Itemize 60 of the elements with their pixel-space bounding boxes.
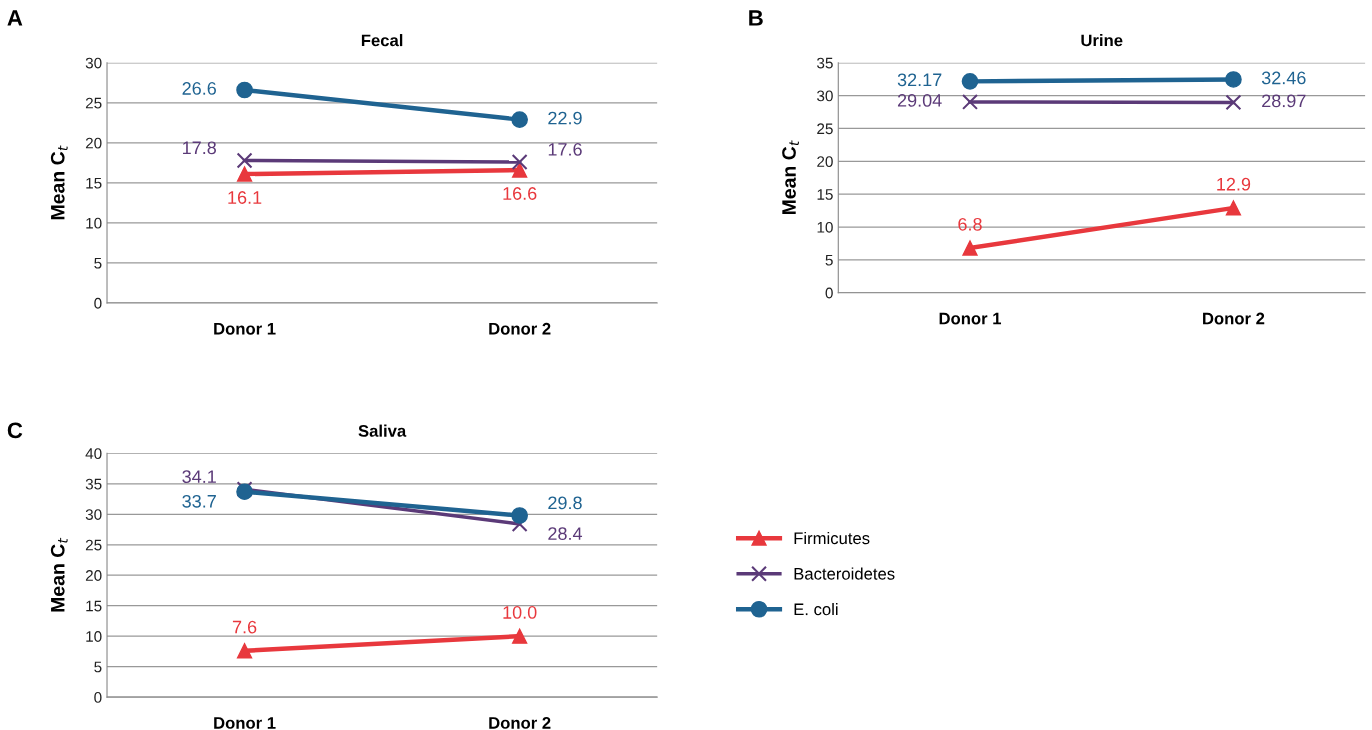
y-axis-title: Mean C$_{t}$ <box>782 140 799 215</box>
y-tick-label: 5 <box>94 661 102 673</box>
x-tick-label: Donor 1 <box>214 323 276 335</box>
data-label: 26.6 <box>182 82 216 95</box>
y-tick-label: 15 <box>86 600 102 612</box>
y-tick-label: 25 <box>85 539 102 551</box>
y-tick-label: 35 <box>817 57 833 69</box>
data-label: 32.46 <box>1261 71 1306 85</box>
data-label: 34.1 <box>182 470 216 484</box>
legend-label: Bacteroidetes <box>794 567 895 580</box>
y-tick-label: 5 <box>825 254 833 266</box>
chart-title: Fecal <box>361 34 403 47</box>
y-tick-label: 20 <box>85 137 102 149</box>
text: B <box>749 10 763 26</box>
y-tick-label: 10 <box>817 221 833 233</box>
y-tick-label: 30 <box>85 57 102 69</box>
text: A <box>7 10 23 26</box>
data-label: 16.6 <box>503 187 537 200</box>
y-tick-label: 40 <box>85 448 102 460</box>
data-label: 22.9 <box>548 111 582 125</box>
y-axis-title: Mean C$_{t}$ <box>50 537 68 612</box>
y-tick-label: 30 <box>817 90 833 102</box>
y-tick-label: 25 <box>817 123 833 135</box>
x-tick-label: Donor 1 <box>214 717 276 729</box>
data-label: 28.4 <box>548 527 583 540</box>
x-tick-label: Donor 1 <box>939 312 1002 325</box>
chart-title: Saliva <box>358 424 407 437</box>
text: C <box>7 422 23 439</box>
y-tick-label: 0 <box>94 692 102 703</box>
y-tick-label: 0 <box>94 297 102 309</box>
data-label: 16.1 <box>228 191 262 204</box>
y-tick-label: 10 <box>86 217 102 229</box>
legend-label: E. coli <box>794 603 838 616</box>
data-label: 17.6 <box>548 143 582 156</box>
y-tick-label: 30 <box>85 509 102 520</box>
y-tick-label: 0 <box>825 287 833 299</box>
legend-label: Firmicutes <box>794 531 870 545</box>
y-tick-label: 20 <box>817 156 833 168</box>
y-tick-label: 5 <box>94 257 102 269</box>
data-label: 12.9 <box>1217 177 1251 191</box>
y-tick-label: 15 <box>86 177 102 189</box>
y-tick-label: 15 <box>817 189 833 200</box>
data-label: 33.7 <box>182 494 216 508</box>
y-axis-title: Mean C$_{t}$ <box>50 145 68 220</box>
data-label: 17.8 <box>183 141 216 155</box>
data-label: 29.8 <box>548 496 582 510</box>
x-tick-label: Donor 2 <box>489 717 551 729</box>
data-label: 6.8 <box>958 217 982 231</box>
data-label: 28.97 <box>1262 94 1306 108</box>
y-tick-label: 10 <box>86 631 102 642</box>
y-tick-label: 35 <box>85 478 102 490</box>
data-label: 10.0 <box>503 606 537 619</box>
data-label: 29.04 <box>897 94 942 107</box>
chart-title: Urine <box>1081 34 1123 47</box>
x-tick-label: Donor 2 <box>489 322 551 335</box>
y-tick-label: 20 <box>85 570 102 581</box>
x-tick-label: Donor 2 <box>1203 312 1265 325</box>
data-label: 32.17 <box>897 73 942 87</box>
data-label: 7.6 <box>232 620 257 634</box>
y-tick-label: 25 <box>85 97 102 109</box>
